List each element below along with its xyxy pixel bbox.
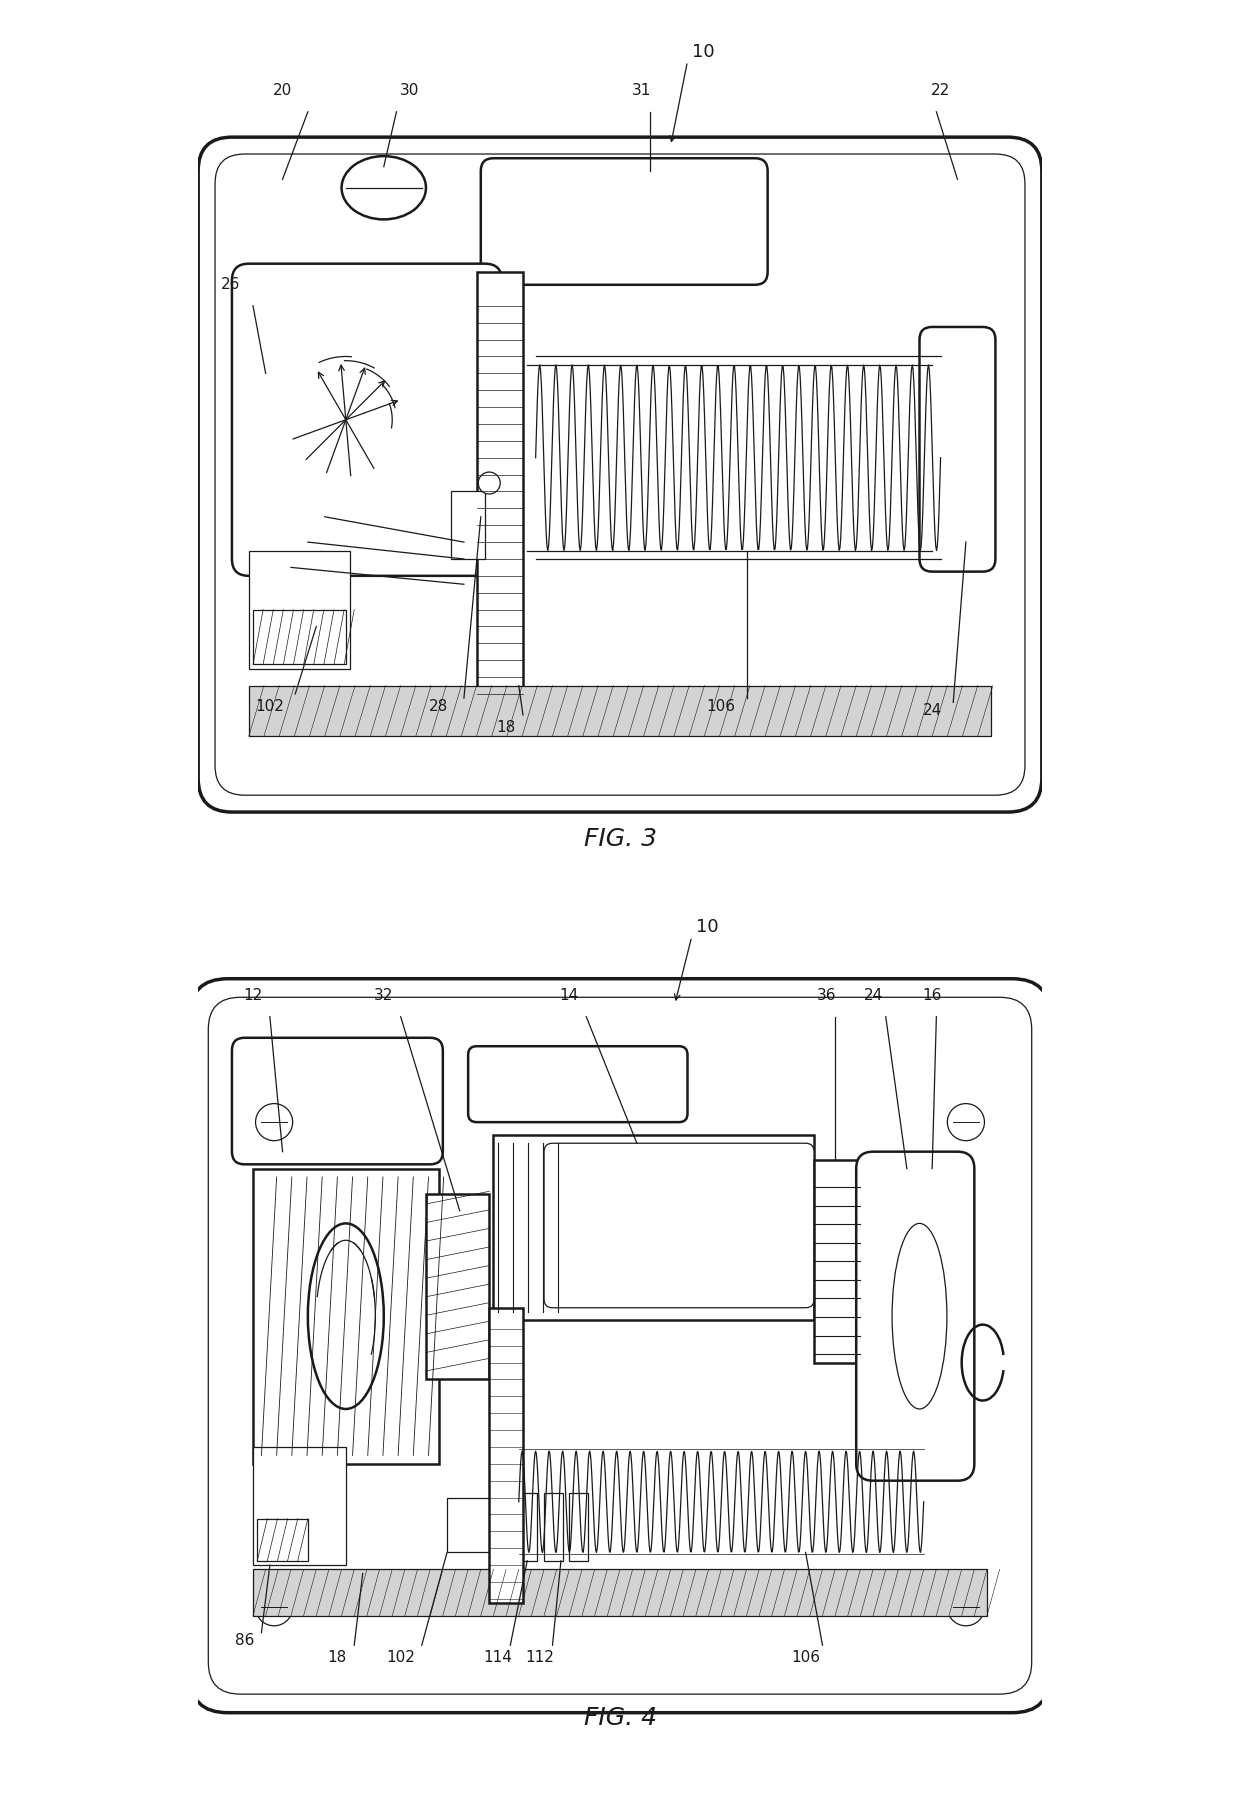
FancyBboxPatch shape [232, 264, 502, 576]
Bar [518, 1493, 537, 1562]
Bar [253, 610, 346, 664]
Ellipse shape [308, 1224, 383, 1409]
Circle shape [255, 1589, 293, 1626]
Text: 10: 10 [696, 919, 718, 937]
Bar [249, 686, 991, 736]
FancyBboxPatch shape [232, 1038, 443, 1165]
Text: 106: 106 [791, 1650, 820, 1666]
Text: 114: 114 [484, 1650, 512, 1666]
Text: 102: 102 [386, 1650, 415, 1666]
Text: 18: 18 [496, 720, 516, 734]
Text: 14: 14 [559, 987, 579, 1003]
Bar [253, 1569, 987, 1616]
Circle shape [947, 1104, 985, 1140]
Text: FIG. 3: FIG. 3 [584, 827, 656, 851]
Bar [448, 1497, 511, 1553]
Bar [544, 1493, 563, 1562]
Text: 28: 28 [429, 698, 448, 714]
Text: FIG. 4: FIG. 4 [584, 1707, 656, 1730]
Bar [257, 1519, 308, 1562]
Text: 24: 24 [923, 704, 941, 718]
Text: 24: 24 [863, 987, 883, 1003]
Ellipse shape [341, 156, 427, 219]
Bar [494, 1134, 813, 1321]
Circle shape [479, 472, 500, 494]
Bar [451, 492, 485, 558]
Text: 20: 20 [273, 83, 293, 99]
FancyBboxPatch shape [857, 1152, 975, 1481]
Text: 16: 16 [923, 987, 942, 1003]
Text: 112: 112 [526, 1650, 554, 1666]
Text: 102: 102 [255, 698, 284, 714]
Ellipse shape [892, 1224, 947, 1409]
Bar [569, 1493, 588, 1562]
Text: 86: 86 [234, 1633, 254, 1648]
FancyBboxPatch shape [198, 136, 1042, 811]
Circle shape [255, 1104, 293, 1140]
Text: 18: 18 [327, 1650, 347, 1666]
Text: 106: 106 [707, 698, 735, 714]
Bar [253, 1169, 439, 1465]
Text: 36: 36 [817, 987, 837, 1003]
Text: 30: 30 [399, 83, 419, 99]
Text: 22: 22 [931, 83, 950, 99]
FancyBboxPatch shape [544, 1143, 813, 1309]
FancyBboxPatch shape [190, 978, 1050, 1712]
Text: 12: 12 [243, 987, 263, 1003]
Text: 26: 26 [221, 276, 239, 293]
Text: 32: 32 [374, 987, 393, 1003]
Bar [490, 1309, 523, 1603]
Bar [476, 273, 523, 711]
Bar [813, 1160, 861, 1362]
Circle shape [947, 1589, 985, 1626]
Bar [253, 1447, 346, 1565]
Text: 31: 31 [631, 83, 651, 99]
Bar [249, 551, 350, 670]
FancyBboxPatch shape [469, 1046, 687, 1122]
FancyBboxPatch shape [920, 327, 996, 571]
Text: 10: 10 [692, 43, 714, 61]
Bar [427, 1194, 490, 1379]
FancyBboxPatch shape [481, 158, 768, 285]
